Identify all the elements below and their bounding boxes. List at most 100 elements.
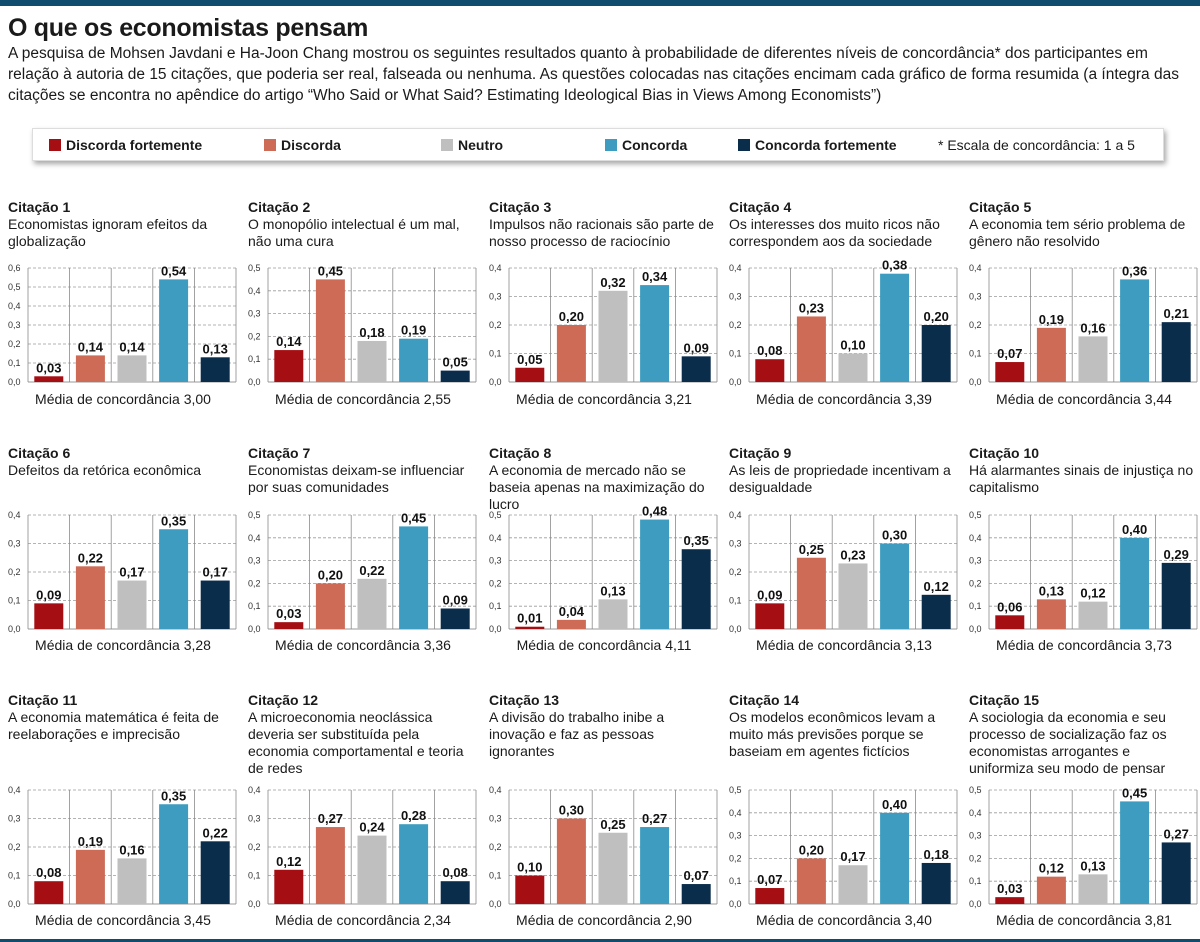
chart-panel-3: Citação 3 Impulsos não racionais são part… <box>489 199 719 439</box>
chart-subtitle: A economia de mercado não se baseia apen… <box>489 462 705 512</box>
bar-value-label: 0,20 <box>318 567 343 582</box>
y-tick-label: 0,1 <box>969 876 982 886</box>
bar <box>200 357 230 382</box>
y-tick-label: 0,1 <box>248 601 261 611</box>
chart-svg: 0,0 0,1 0,2 0,3 0,4 0,08 0,23 0,10 0,38 0,20 <box>729 258 958 387</box>
legend-label: Concorda fortemente <box>755 137 897 153</box>
bar-value-label: 0,29 <box>1164 547 1189 562</box>
chart-svg: 0,0 0,1 0,2 0,3 0,4 0,5 0,03 0,20 0,22 0,45 0,09 <box>248 510 477 634</box>
y-tick-label: 0,2 <box>969 578 982 588</box>
y-tick-label: 0,1 <box>489 871 502 881</box>
chart-panel-12: Citação 12 A microeconomia neoclássica de… <box>248 692 478 932</box>
bar-value-label: 0,34 <box>642 269 668 284</box>
legend-item-neutral: Neutro <box>441 137 503 153</box>
chart-panel-11: Citação 11 A economia matemática é feita … <box>8 692 238 932</box>
bar <box>274 350 304 382</box>
bar <box>1078 874 1108 904</box>
intro-text: A pesquisa de Mohsen Javdani e Ha-Joon C… <box>8 45 1179 104</box>
bar-value-label: 0,35 <box>161 513 186 528</box>
y-tick-label: 0,0 <box>969 899 982 909</box>
bar <box>640 827 670 904</box>
bar <box>1161 322 1191 382</box>
mean-agreement: Média de concordância 2,55 <box>275 391 451 407</box>
chart-panel-6: Citação 6 Defeitos da retórica econômica 0… <box>8 445 238 685</box>
bar <box>838 353 868 382</box>
y-tick-label: 0,3 <box>969 292 982 302</box>
bar-value-label: 0,10 <box>840 338 865 353</box>
bar <box>440 881 470 904</box>
bar <box>1120 279 1150 382</box>
chart-subtitle: Há alarmantes sinais de injustiça no cap… <box>969 462 1194 495</box>
legend-label: Discorda fortemente <box>66 137 203 153</box>
bar <box>995 362 1025 382</box>
mean-agreement: Média de concordância 4,11 <box>516 637 692 653</box>
y-tick-label: 0,5 <box>8 282 21 292</box>
bar-value-label: 0,03 <box>997 881 1022 896</box>
bar-value-label: 0,20 <box>799 842 824 857</box>
y-tick-label: 0,2 <box>489 578 502 588</box>
bar-value-label: 0,21 <box>1164 306 1189 321</box>
y-tick-label: 0,2 <box>248 842 261 852</box>
y-tick-label: 0,3 <box>8 814 21 824</box>
chart-svg: 0,0 0,1 0,2 0,3 0,4 0,09 0,25 0,23 0,30 0,12 <box>729 510 958 634</box>
bar <box>796 316 826 382</box>
y-tick-label: 0,2 <box>489 842 502 852</box>
chart-svg: 0,0 0,1 0,2 0,3 0,4 0,5 0,03 0,12 0,13 0,45 0,27 <box>969 785 1198 909</box>
bar <box>515 875 545 904</box>
legend-item-agree: Concorda <box>605 137 687 153</box>
y-tick-label: 0,2 <box>248 331 261 341</box>
bar <box>159 804 189 904</box>
chart-panel-1: Citação 1 Economistas ignoram efeitos da … <box>8 199 238 439</box>
chart-panel-14: Citação 14 Os modelos econômicos levam a … <box>729 692 959 932</box>
bar-chart: 0,0 0,1 0,2 0,3 0,4 0,5 0,07 0,20 0,17 0,40 0,18 <box>729 784 959 909</box>
bar <box>681 549 711 629</box>
legend: Discorda fortemente Discorda Neutro Conc… <box>32 128 1164 161</box>
bar-chart: 0,0 0,1 0,2 0,3 0,4 0,5 0,03 0,20 0,22 0,45 0,09 <box>248 509 478 634</box>
bar <box>399 526 429 629</box>
legend-swatch <box>441 139 453 151</box>
y-tick-label: 0,2 <box>8 567 21 577</box>
y-tick-label: 0,3 <box>248 814 261 824</box>
bar-value-label: 0,01 <box>517 611 542 626</box>
chart-title: Citação 1 <box>8 199 71 215</box>
chart-subtitle: A economia matemática é feita de reelabo… <box>8 709 219 742</box>
bar-chart: 0,0 0,1 0,2 0,3 0,4 0,12 0,27 0,24 0,28 0,08 <box>248 784 478 909</box>
bar-value-label: 0,18 <box>359 325 384 340</box>
bar-value-label: 0,03 <box>276 606 301 621</box>
chart-panel-15: Citação 15 A sociologia da economia e seu… <box>969 692 1199 932</box>
bar-value-label: 0,07 <box>997 346 1022 361</box>
bar-value-label: 0,17 <box>840 849 865 864</box>
bar <box>1120 537 1150 629</box>
y-tick-label: 0,4 <box>969 808 982 818</box>
bar <box>1120 801 1150 904</box>
y-tick-label: 0,1 <box>8 871 21 881</box>
y-tick-label: 0,3 <box>729 831 742 841</box>
mean-agreement: Média de concordância 3,81 <box>996 912 1172 928</box>
chart-svg: 0,0 0,1 0,2 0,3 0,4 0,5 0,01 0,04 0,13 0,48 0,35 <box>489 504 718 634</box>
bar-value-label: 0,12 <box>1039 861 1064 876</box>
chart-title: Citação 5 <box>969 199 1032 215</box>
chart-title: Citação 11 <box>8 692 78 708</box>
chart-svg: 0,0 0,1 0,2 0,3 0,4 0,5 0,06 0,13 0,12 0,40 0,29 <box>969 510 1198 634</box>
chart-subtitle: Os modelos econômicos levam a muito más … <box>729 709 936 759</box>
bar <box>75 566 105 629</box>
bar <box>315 583 345 629</box>
bar-value-label: 0,14 <box>276 334 302 349</box>
y-tick-label: 0,0 <box>969 624 982 634</box>
y-tick-label: 0,0 <box>248 899 261 909</box>
mean-agreement: Média de concordância 3,73 <box>996 637 1172 653</box>
bar <box>755 888 785 904</box>
chart-title: Citação 8 <box>489 445 552 461</box>
bar <box>440 370 470 382</box>
chart-subtitle: Economistas ignoram efeitos da globaliza… <box>8 216 208 249</box>
y-tick-label: 0,1 <box>8 358 21 368</box>
bar-value-label: 0,30 <box>559 803 584 818</box>
chart-svg: 0,0 0,1 0,2 0,3 0,4 0,5 0,14 0,45 0,18 0,19 0,05 <box>248 263 477 387</box>
y-tick-label: 0,3 <box>489 556 502 566</box>
legend-item-strongly-agree: Concorda fortemente <box>738 137 897 153</box>
bar-value-label: 0,30 <box>882 528 907 543</box>
y-tick-label: 0,5 <box>248 263 261 273</box>
y-tick-label: 0,0 <box>729 377 742 387</box>
page-title: O que os economistas pensam <box>8 14 369 42</box>
bar <box>556 818 586 904</box>
